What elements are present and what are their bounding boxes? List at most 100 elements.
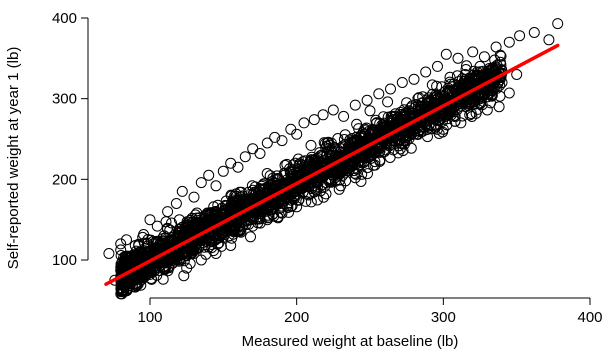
- data-point: [325, 174, 336, 186]
- data-point: [166, 217, 177, 229]
- data-point: [291, 128, 303, 140]
- x-axis-label: Measured weight at baseline (lb): [242, 333, 459, 350]
- data-point: [318, 191, 330, 203]
- data-point: [384, 152, 396, 163]
- data-point: [456, 90, 468, 102]
- fit-line: [104, 43, 560, 286]
- data-point: [444, 106, 456, 118]
- data-point: [318, 137, 330, 149]
- data-point: [466, 111, 478, 122]
- data-point: [121, 234, 132, 246]
- data-point: [245, 231, 256, 243]
- data-point: [366, 124, 378, 136]
- data-point: [162, 206, 174, 218]
- data-point: [144, 256, 156, 268]
- data-point: [452, 52, 464, 64]
- scatter-points: [103, 18, 564, 300]
- data-point: [178, 270, 190, 282]
- data-point: [461, 60, 472, 72]
- data-point: [474, 60, 486, 72]
- data-point: [136, 273, 148, 285]
- data-point: [221, 200, 232, 212]
- data-point: [226, 211, 238, 223]
- data-point: [308, 114, 320, 126]
- data-point: [490, 41, 502, 53]
- data-point: [156, 249, 168, 261]
- data-point: [247, 220, 259, 232]
- data-point: [382, 129, 394, 141]
- data-point: [181, 221, 193, 232]
- data-point: [144, 214, 156, 226]
- data-point: [327, 104, 339, 116]
- x-tick-label: 200: [284, 309, 309, 326]
- data-point: [217, 231, 229, 243]
- data-point: [170, 198, 182, 209]
- data-point: [181, 262, 193, 274]
- data-point: [225, 157, 237, 169]
- data-point: [334, 174, 346, 186]
- data-point: [232, 161, 244, 173]
- data-point: [432, 60, 443, 72]
- data-point: [514, 30, 526, 42]
- data-point: [382, 122, 393, 134]
- data-point: [338, 110, 350, 122]
- data-point: [283, 206, 295, 218]
- data-point: [382, 111, 394, 123]
- data-point: [417, 125, 429, 137]
- data-point: [203, 241, 215, 253]
- data-point: [157, 273, 169, 285]
- data-point: [415, 101, 427, 113]
- data-point: [224, 223, 236, 235]
- data-point: [188, 191, 200, 203]
- data-point: [164, 224, 176, 236]
- data-point: [284, 166, 296, 178]
- data-point: [129, 240, 141, 251]
- data-point: [254, 148, 266, 159]
- data-point: [119, 251, 131, 263]
- data-point: [339, 129, 351, 141]
- data-point: [195, 254, 207, 266]
- data-point: [395, 106, 406, 118]
- data-point: [385, 83, 396, 95]
- data-point: [286, 200, 298, 212]
- data-point: [291, 201, 303, 213]
- data-point: [460, 64, 472, 75]
- data-point: [464, 109, 476, 121]
- data-point: [333, 145, 345, 156]
- data-point: [474, 66, 486, 78]
- data-point: [399, 134, 411, 146]
- data-point: [269, 131, 281, 143]
- data-point: [333, 169, 344, 181]
- data-point: [396, 137, 408, 149]
- data-point: [356, 168, 368, 180]
- data-point: [293, 160, 305, 172]
- data-point: [334, 163, 346, 174]
- data-point: [103, 248, 115, 259]
- data-point: [141, 240, 153, 252]
- data-point: [437, 123, 449, 135]
- data-point: [261, 137, 273, 149]
- x-tick-label: 100: [137, 309, 162, 326]
- data-point: [408, 73, 420, 85]
- data-point: [174, 230, 186, 242]
- data-point: [188, 223, 200, 235]
- data-point: [355, 176, 367, 187]
- data-point: [227, 194, 239, 206]
- data-point: [396, 77, 408, 88]
- data-point: [496, 77, 508, 88]
- y-tick-label: 300: [52, 91, 77, 108]
- data-point: [145, 273, 157, 284]
- data-point: [109, 274, 121, 286]
- data-point: [340, 163, 352, 175]
- data-point: [210, 248, 222, 259]
- data-point: [307, 160, 319, 172]
- fit-line-group: [104, 43, 560, 286]
- data-point: [232, 225, 244, 237]
- data-point: [420, 119, 432, 130]
- data-point: [440, 48, 452, 60]
- data-point: [467, 96, 479, 108]
- x-tick-label: 400: [577, 309, 602, 326]
- data-point: [261, 214, 273, 226]
- data-point: [392, 147, 404, 159]
- y-tick-label: 200: [52, 171, 77, 188]
